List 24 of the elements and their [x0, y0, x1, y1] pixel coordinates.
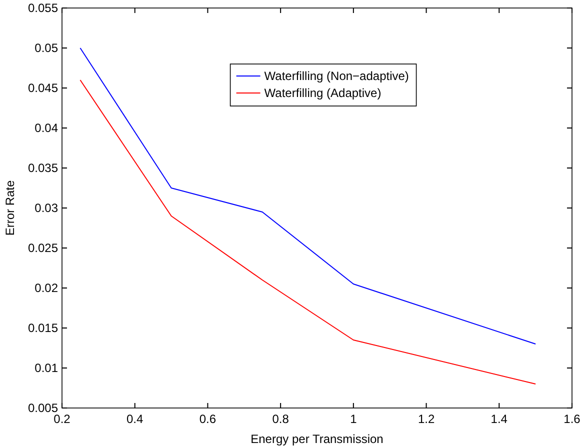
- y-tick-label: 0.02: [34, 281, 58, 295]
- y-tick-label: 0.05: [34, 41, 58, 55]
- x-tick-label: 1: [350, 412, 358, 426]
- y-tick-label: 0.025: [28, 241, 58, 255]
- y-tick-label: 0.055: [28, 1, 58, 15]
- x-tick-label: 0.6: [199, 412, 216, 426]
- x-tick-label: 1.2: [418, 412, 435, 426]
- line-series: [80, 48, 536, 344]
- x-tick-label: 0.2: [54, 412, 71, 426]
- y-tick-label: 0.04: [34, 121, 58, 135]
- y-tick-label: 0.015: [28, 321, 58, 335]
- x-tick-label: 0.8: [272, 412, 290, 426]
- legend-label: Waterfilling (Adaptive): [264, 86, 382, 100]
- x-axis-title: Energy per Transmission: [250, 432, 384, 446]
- y-tick-label: 0.005: [28, 401, 58, 415]
- y-tick-label: 0.035: [28, 161, 58, 175]
- y-axis-title: Error Rate: [3, 180, 17, 236]
- x-tick-label: 1.4: [490, 412, 508, 426]
- y-tick-label: 0.03: [34, 201, 58, 215]
- y-tick-label: 0.045: [28, 81, 58, 95]
- legend-label: Waterfilling (Non−adaptive): [264, 69, 409, 83]
- y-tick-label: 0.01: [34, 361, 58, 375]
- x-tick-label: 1.6: [564, 412, 581, 426]
- x-tick-label: 0.4: [126, 412, 144, 426]
